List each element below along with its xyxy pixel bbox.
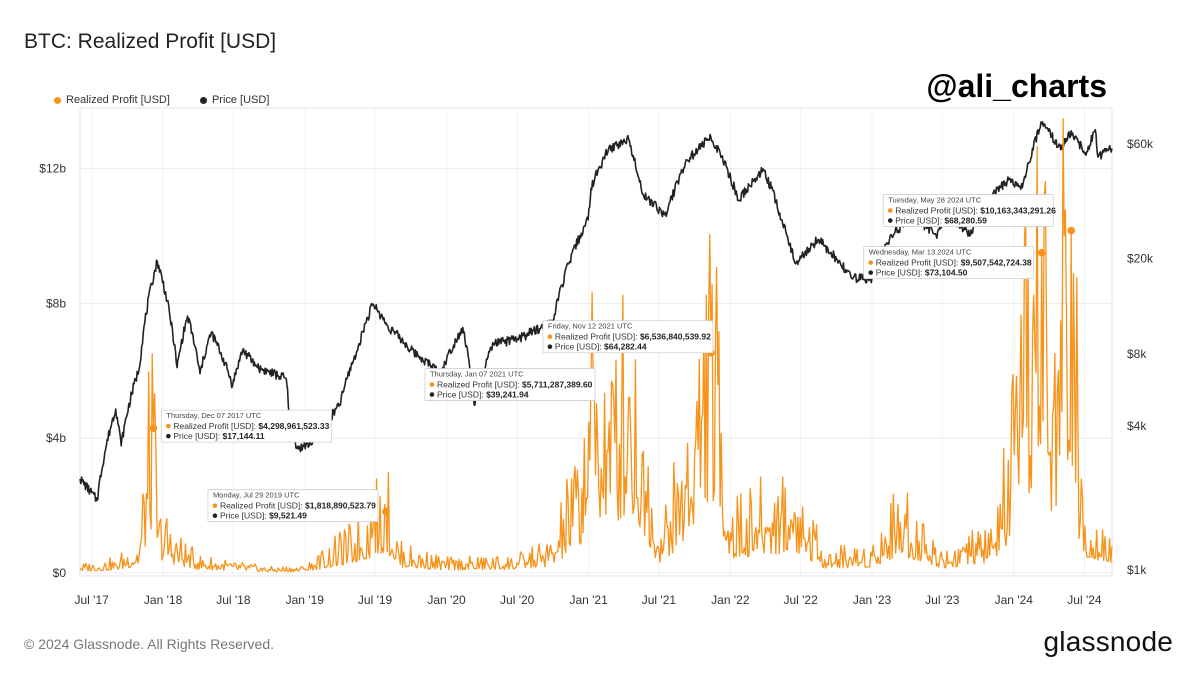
x-tick-label: Jan '18	[144, 593, 183, 607]
tooltip-date: Thursday, Dec 07 2017 UTC	[166, 411, 261, 420]
tooltip-price-dot	[868, 270, 874, 275]
tooltip-box	[863, 246, 1035, 280]
tooltip-price-dot	[166, 433, 171, 439]
tooltip-date: Wednesday, Mar 13 2024 UTC	[869, 248, 972, 257]
x-tick-label: Jan '20	[427, 593, 466, 607]
tooltip-price: Price [USD]: $9,521.49	[220, 511, 307, 521]
glassnode-logo: glassnode	[1043, 626, 1173, 657]
legend-item-price[interactable]: Price [USD]	[199, 94, 270, 106]
legend-dot-realized-profit	[54, 96, 61, 104]
x-tick-label: Jan '23	[853, 593, 892, 607]
x-tick-label: Jan '22	[711, 593, 750, 607]
y-right-tick-label: $8k	[1127, 347, 1147, 361]
tooltip-profit-dot	[166, 423, 171, 429]
tooltip-profit: Realized Profit [USD]: $9,507,542,724.38	[876, 258, 1032, 268]
tooltip-box	[160, 409, 332, 443]
annotation-marker[interactable]	[1067, 226, 1076, 235]
tooltip-profit: Realized Profit [USD]: $6,536,840,539.92	[555, 332, 711, 342]
tooltip-price: Price [USD]: $73,104.50	[876, 268, 968, 278]
tooltip-price: Price [USD]: $17,144.11	[173, 431, 264, 441]
legend-label-realized-profit: Realized Profit [USD]	[66, 94, 170, 106]
x-tick-label: Jul '19	[358, 593, 393, 607]
tooltip-price-dot	[429, 392, 435, 397]
x-tick-label: Jul '22	[783, 593, 818, 607]
y-left-tick-label: $8b	[46, 296, 66, 310]
tooltip-profit-dot	[212, 503, 218, 509]
x-tick-label: Jan '19	[286, 593, 325, 607]
x-tick-label: Jul '23	[925, 593, 960, 607]
tooltip-box	[207, 489, 379, 523]
tooltip-price: Price [USD]: $68,280.59	[895, 216, 987, 226]
annotation-marker[interactable]	[382, 507, 390, 516]
tooltip-profit: Realized Profit [USD]: $10,163,343,291.2…	[895, 206, 1056, 216]
tooltip-date: Thursday, Jan 07 2021 UTC	[430, 370, 524, 379]
x-tick-label: Jul '21	[642, 593, 677, 607]
chart-legend: Realized Profit [USD] Price [USD]	[54, 94, 269, 106]
author-handle: @ali_charts	[926, 68, 1107, 104]
tooltip-profit: Realized Profit [USD]: $5,711,287,389.60	[437, 380, 593, 390]
y-left-tick-label: $4b	[46, 431, 66, 445]
y-right-tick-label: $1k	[1127, 563, 1147, 577]
tooltip-price-dot	[547, 344, 553, 350]
tooltip-box	[882, 194, 1054, 227]
legend-label-price: Price [USD]	[211, 94, 270, 106]
series-line-price	[79, 120, 1113, 502]
tooltip-profit-dot	[429, 382, 435, 387]
x-tick-label: Jul '17	[74, 593, 109, 607]
tooltip-date: Monday, Jul 29 2019 UTC	[213, 491, 300, 500]
y-left-tick-label: $12b	[39, 162, 66, 176]
tooltip-profit-dot	[868, 260, 874, 265]
tooltip-price-dot	[887, 218, 893, 223]
copyright-notice: © 2024 Glassnode. All Rights Reserved.	[24, 636, 275, 652]
x-tick-label: Jan '24	[995, 593, 1034, 607]
x-tick-label: Jan '21	[569, 593, 608, 607]
tooltip-box	[424, 368, 596, 401]
legend-item-realized-profit[interactable]: Realized Profit [USD]	[54, 94, 170, 106]
y-right-tick-label: $4k	[1127, 419, 1147, 433]
tooltip-price-dot	[212, 513, 218, 519]
annotation-marker[interactable]	[1037, 248, 1046, 257]
tooltip-profit: Realized Profit [USD]: $1,818,890,523.79	[220, 501, 376, 511]
annotation-marker[interactable]	[149, 424, 158, 432]
chart-title: BTC: Realized Profit [USD]	[24, 30, 277, 53]
x-tick-label: Jul '24	[1067, 593, 1102, 607]
tooltip-date: Friday, Nov 12 2021 UTC	[548, 322, 633, 331]
series-line-realized-profit	[79, 117, 1113, 573]
tooltip-price: Price [USD]: $64,282.44	[555, 342, 647, 352]
x-tick-label: Jul '18	[216, 593, 251, 607]
y-right-tick-label: $60k	[1127, 137, 1154, 151]
tooltip-profit-dot	[887, 208, 893, 213]
tooltip-date: Tuesday, May 28 2024 UTC	[888, 196, 982, 205]
plot-area	[79, 107, 1113, 577]
y-left-tick-label: $0	[53, 566, 67, 580]
tooltip-price: Price [USD]: $39,241.94	[437, 390, 529, 400]
tooltip-profit: Realized Profit [USD]: $4,298,961,523.33	[173, 421, 329, 431]
tooltip-profit-dot	[547, 334, 553, 340]
tooltip-box	[542, 320, 714, 354]
y-right-tick-label: $20k	[1127, 251, 1154, 265]
x-tick-label: Jul '20	[500, 593, 535, 607]
legend-dot-price	[199, 96, 207, 104]
